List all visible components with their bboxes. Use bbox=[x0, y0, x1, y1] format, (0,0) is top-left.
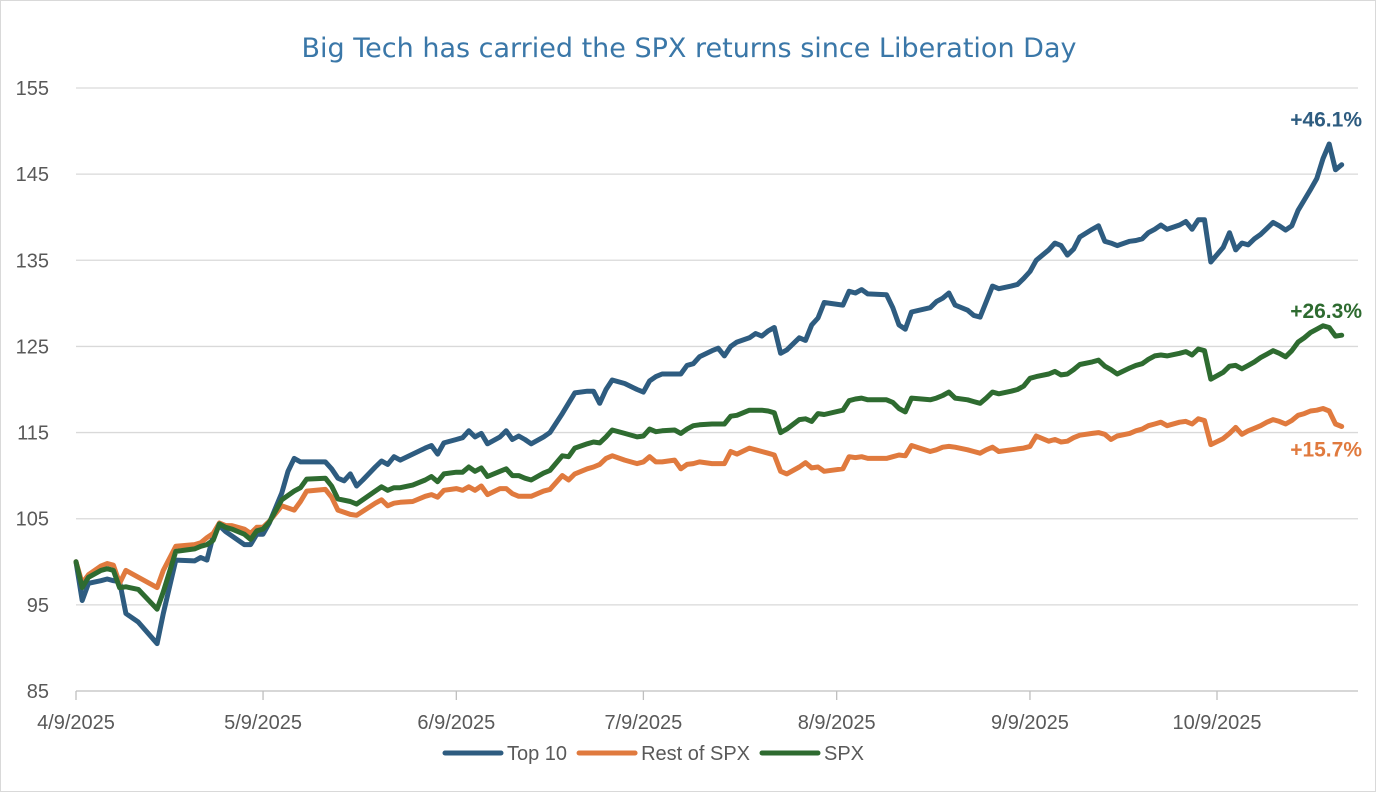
series-line-spx bbox=[73, 323, 1345, 612]
end-label-top-10: +46.1% bbox=[1290, 109, 1362, 132]
x-tick-label: 10/9/2025 bbox=[1173, 712, 1262, 734]
series-line-rest-of-spx bbox=[73, 406, 1345, 591]
legend-item: Rest of SPX bbox=[576, 743, 750, 765]
end-labels: +46.1% +15.7% +26.3% bbox=[1290, 109, 1362, 462]
y-tick-label: 95 bbox=[27, 595, 49, 617]
legend-label: Rest of SPX bbox=[641, 743, 750, 765]
x-tick-label: 8/9/2025 bbox=[798, 712, 876, 734]
legend: Top 10 Rest of SPX SPX bbox=[442, 743, 864, 765]
series-lines bbox=[73, 141, 1345, 647]
legend-label: Top 10 bbox=[507, 743, 567, 765]
y-tick-label: 85 bbox=[27, 681, 49, 703]
end-label-spx: +26.3% bbox=[1290, 300, 1362, 323]
x-tick-label: 6/9/2025 bbox=[417, 712, 495, 734]
y-tick-label: 155 bbox=[16, 78, 49, 100]
legend-item: SPX bbox=[759, 743, 864, 765]
y-tick-label: 145 bbox=[16, 164, 49, 186]
end-label-rest-of-spx: +15.7% bbox=[1290, 439, 1362, 462]
legend-item: Top 10 bbox=[442, 743, 567, 765]
y-tick-label: 125 bbox=[16, 336, 49, 358]
x-tick-label: 9/9/2025 bbox=[991, 712, 1069, 734]
x-tick-label: 4/9/2025 bbox=[37, 712, 115, 734]
y-tick-label: 135 bbox=[16, 250, 49, 272]
gridlines bbox=[76, 87, 1358, 606]
y-tick-label: 115 bbox=[17, 423, 49, 445]
axes: 85 95 105 115 125 135 145 155 4/9/2025 5/9/2025 6/… bbox=[16, 78, 1358, 734]
x-tick-label: 5/9/2025 bbox=[224, 712, 302, 734]
y-tick-label: 105 bbox=[16, 509, 49, 531]
x-tick-label: 7/9/2025 bbox=[604, 712, 682, 734]
legend-label: SPX bbox=[824, 743, 864, 765]
chart-title: Big Tech has carried the SPX returns sin… bbox=[302, 33, 1077, 64]
series-line-top-10 bbox=[73, 141, 1345, 647]
